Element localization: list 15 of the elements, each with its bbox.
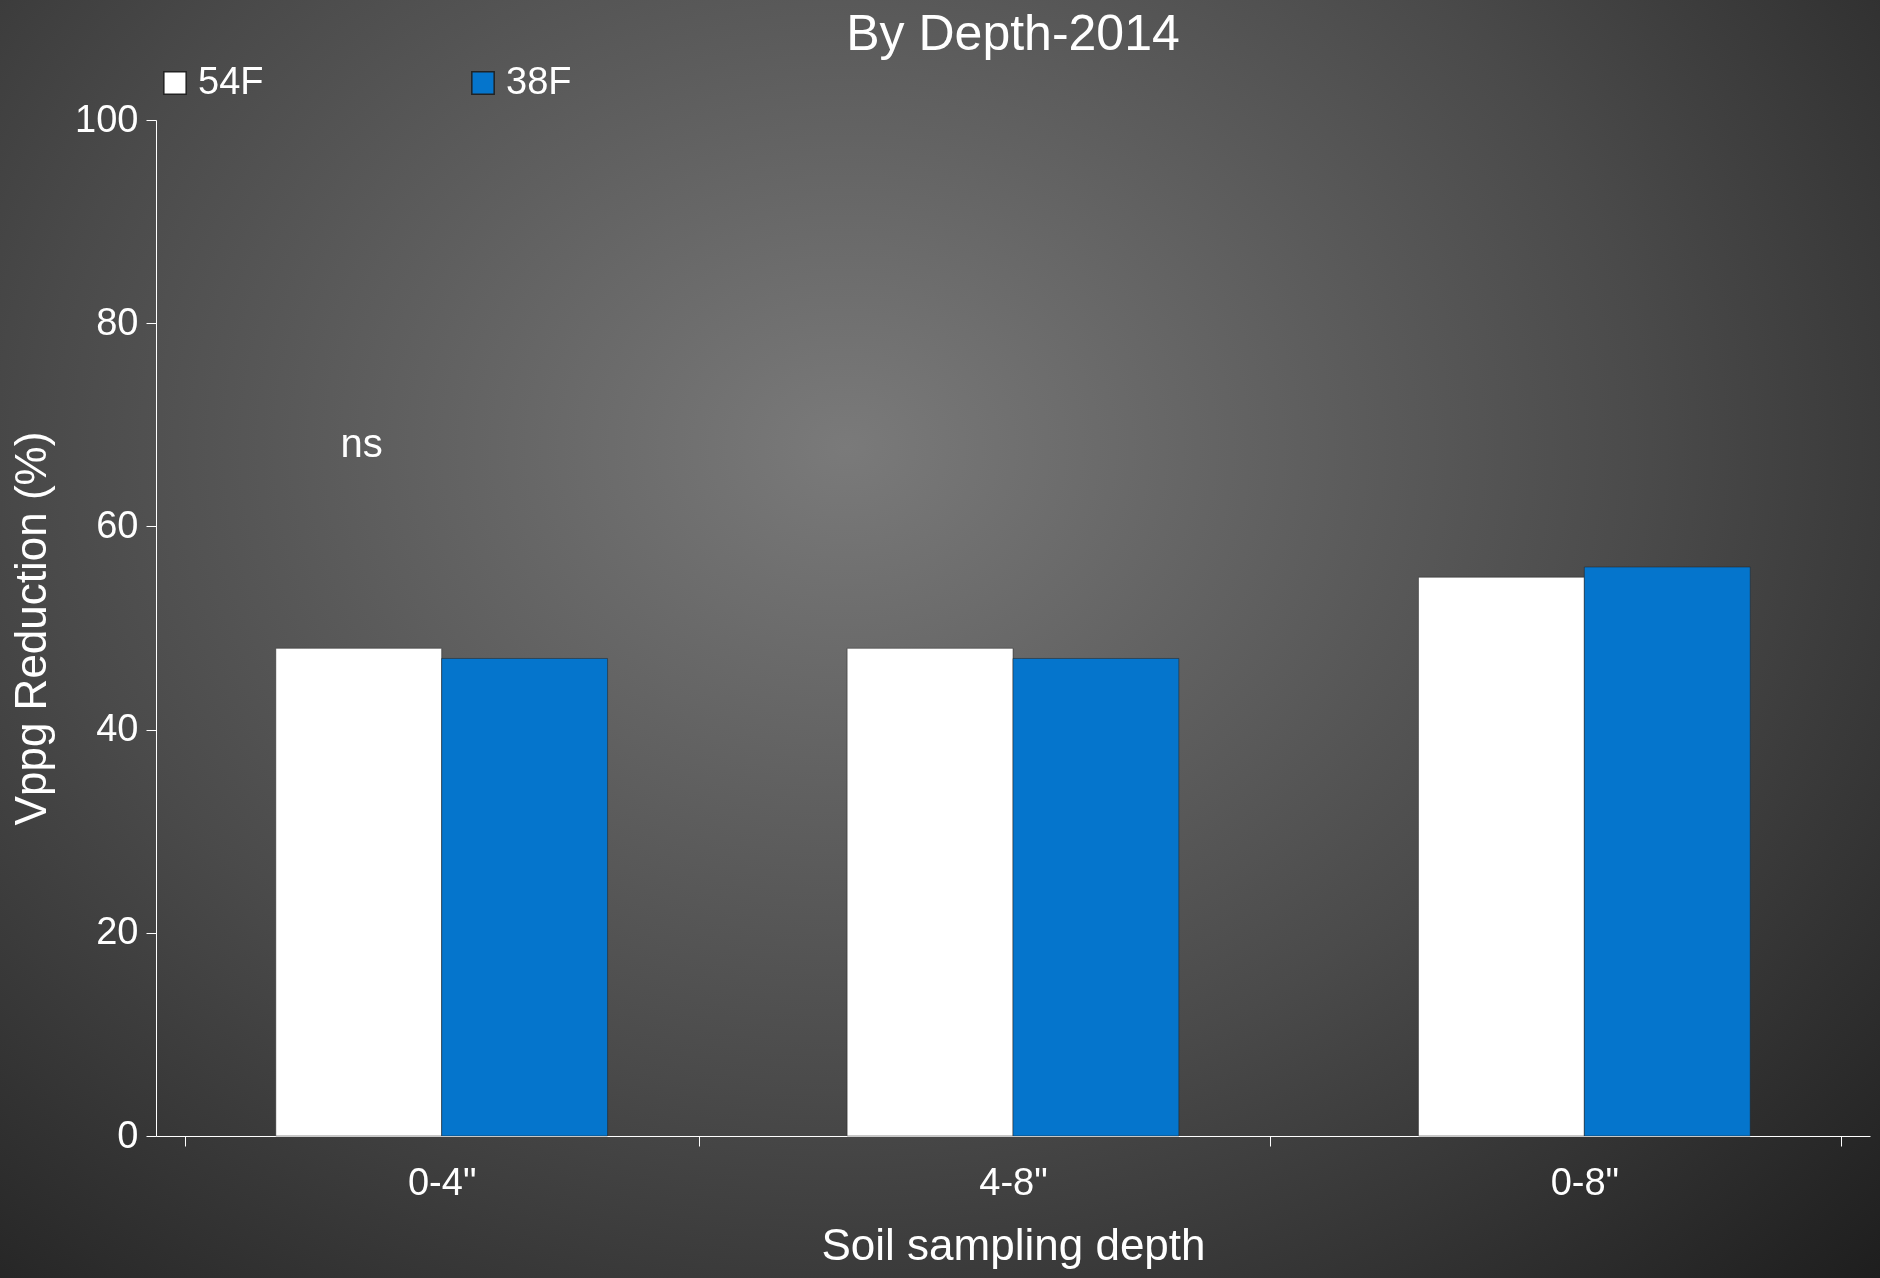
y-tick-label: 100 bbox=[75, 97, 139, 140]
legend-label: 54F bbox=[198, 60, 264, 102]
y-tick-label: 20 bbox=[96, 910, 139, 953]
x-axis-title: Soil sampling depth bbox=[821, 1219, 1206, 1269]
chart-title: By Depth-2014 bbox=[846, 5, 1180, 61]
legend-label: 38F bbox=[506, 60, 572, 102]
y-tick-label: 80 bbox=[96, 300, 139, 343]
y-tick-label: 60 bbox=[96, 503, 139, 546]
y-axis-title: Vppg Reduction (%) bbox=[6, 431, 56, 826]
annotation: ns bbox=[340, 421, 383, 466]
x-tick-label: 4-8" bbox=[979, 1160, 1048, 1203]
y-tick-label: 40 bbox=[96, 707, 139, 750]
y-tick-label: 0 bbox=[117, 1113, 139, 1156]
x-tick-label: 0-4" bbox=[407, 1160, 477, 1203]
x-tick-label: 0-8" bbox=[1550, 1160, 1620, 1203]
